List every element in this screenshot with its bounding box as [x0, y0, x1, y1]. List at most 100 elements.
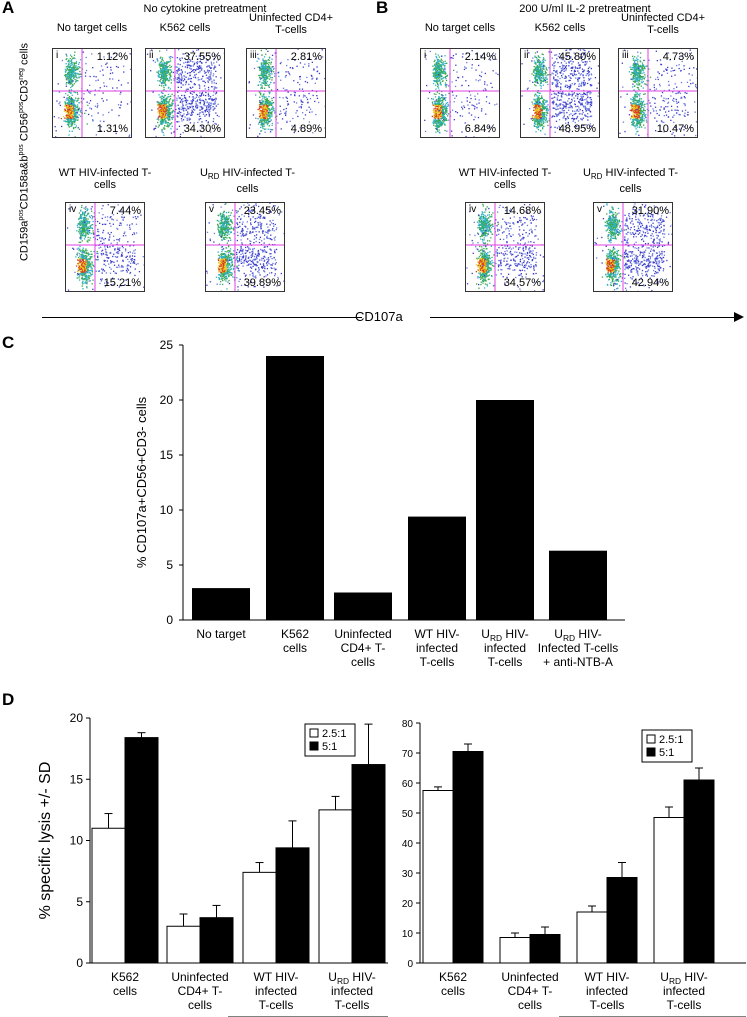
- panel-a-header: No cytokine pretreatment: [143, 3, 267, 15]
- panel-a-lower-percent: 1.31%: [96, 123, 128, 135]
- panel-a-dot-plot: iv 7.44% 15.21%: [65, 202, 145, 292]
- chart-d-right: 0 10 20 30 40 50 60 70 80 K562 cells Uninfected CD4+…: [402, 719, 746, 1017]
- panel-b-lower-percent: 34.57%: [503, 277, 541, 289]
- cd107a-axis-right: [430, 317, 736, 318]
- bar: [266, 356, 324, 620]
- category-label: URD HIV-infected T-cells: [481, 627, 528, 669]
- panel-d-letter: D: [2, 690, 15, 709]
- panel-a-lower-percent: 15.21%: [103, 277, 141, 289]
- panel-a-plot-title: No target cells: [56, 22, 128, 34]
- panel-a-lower-percent: 34.30%: [183, 123, 221, 135]
- panel-b-plot-roman: i: [424, 50, 427, 61]
- y-tick-label: 80: [402, 719, 414, 730]
- bar: [499, 937, 531, 964]
- bar: [192, 588, 250, 620]
- panel-b-upper-percent: 4.73%: [662, 51, 694, 63]
- y-tick-label: 60: [402, 779, 414, 790]
- panel-b-lower-percent: 42.94%: [631, 277, 669, 289]
- category-label: WT HIV-infected T-cells: [253, 970, 298, 1012]
- panel-b-dot-plot: v 31.90% 42.94%: [593, 202, 673, 292]
- y-axis-label: % CD107a+CD56+CD3- cells: [134, 396, 149, 568]
- panel-a-upper-percent: 2.81%: [290, 51, 322, 63]
- panel-b-dot-plot: iii 4.73% 10.47%: [618, 48, 698, 138]
- panel-a-plot-roman: ii: [149, 50, 154, 61]
- bar: [549, 550, 607, 620]
- legend: 2.5:15:1: [641, 729, 693, 763]
- y-tick-label: 25: [160, 338, 174, 352]
- panel-a-dot-plot: v 23.45% 39.89%: [205, 202, 285, 292]
- panel-b-upper-percent: 31.90%: [631, 205, 669, 217]
- panel-a-lower-percent: 4.89%: [290, 123, 322, 135]
- legend-swatch: [646, 747, 656, 757]
- legend: 2.5:15:1: [304, 723, 356, 757]
- panel-a-upper-percent: 23.45%: [243, 205, 281, 217]
- panel-a-dot-plot: ii 37.55% 34.30%: [145, 48, 225, 138]
- panel-a-plot-roman: iv: [69, 204, 77, 215]
- y-tick-label: 40: [402, 839, 414, 850]
- panel-c-letter: C: [2, 333, 15, 352]
- panel-a-y-axis-label: CD159aposCD158a&bpos CD56posCD3neg cells: [18, 42, 31, 262]
- panel-a-letter: A: [2, 0, 15, 17]
- bar: [91, 827, 126, 964]
- bar: [351, 764, 386, 964]
- bar: [606, 877, 638, 964]
- legend-swatch: [646, 734, 656, 744]
- bar: [529, 934, 561, 964]
- category-label: URD HIV-infected T-cells: [328, 970, 375, 1012]
- panel-b-upper-percent: 14.68%: [503, 205, 541, 217]
- y-axis-label: % specific lysis +/- SD: [37, 762, 54, 920]
- cd107a-axis-left: [42, 317, 362, 318]
- panel-a-plot-title: WT HIV-infected T-cells: [58, 167, 152, 191]
- panel-a-upper-percent: 7.44%: [109, 205, 141, 217]
- bar: [408, 516, 466, 620]
- y-tick-label: 20: [402, 899, 414, 910]
- y-tick-label: 0: [166, 613, 173, 627]
- bar: [318, 809, 353, 964]
- bar: [653, 817, 685, 964]
- panel-a-plot-roman: v: [209, 204, 214, 215]
- panel-a-plot-title: URD HIV-infected T-cells: [199, 167, 296, 196]
- y-tick-label: 5: [166, 558, 173, 572]
- bar: [199, 917, 234, 964]
- panel-a-dot-plot: i 1.12% 1.31%: [52, 48, 132, 138]
- legend-swatch: [309, 728, 319, 738]
- legend-swatch: [309, 741, 319, 751]
- y-tick-label: 50: [402, 809, 414, 820]
- panel-b-plot-roman: v: [597, 204, 602, 215]
- y-tick-label: 0: [76, 956, 83, 970]
- panel-a-plot-title: Uninfected CD4+ T-cells: [248, 12, 334, 36]
- panel-b-letter: B: [376, 0, 389, 17]
- y-tick-label: 0: [407, 959, 413, 970]
- y-tick-label: 20: [160, 393, 174, 407]
- panel-b-plot-title: No target cells: [424, 22, 496, 34]
- panel-b-lower-percent: 10.47%: [656, 123, 694, 135]
- panel-a-dot-plot: iii 2.81% 4.89%: [246, 48, 326, 138]
- category-label: No target: [196, 627, 246, 641]
- category-label: WT HIV-infected T-cells: [414, 627, 459, 669]
- bar: [576, 911, 608, 964]
- panel-b-header: 200 U/ml IL-2 pretreatment: [519, 3, 651, 15]
- bar: [242, 871, 277, 964]
- category-label: URD HIV-Infected T-cells + anti-NTB-A: [538, 627, 618, 669]
- panel-a-plot-title: K562 cells: [159, 22, 211, 34]
- y-tick-label: 10: [70, 834, 84, 848]
- y-tick-label: 70: [402, 749, 414, 760]
- legend-label: 5:1: [659, 747, 674, 759]
- y-tick-label: 15: [160, 448, 174, 462]
- y-tick-label: 10: [402, 929, 414, 940]
- category-label: K562 cells: [439, 970, 467, 998]
- bar: [124, 737, 159, 964]
- panel-b-plot-title: K562 cells: [534, 22, 586, 34]
- bar: [334, 592, 392, 620]
- panel-a-lower-percent: 39.89%: [243, 277, 281, 289]
- panel-b-dot-plot: i 2.14% 6.84%: [420, 48, 500, 138]
- panel-a-plot-roman: i: [56, 50, 59, 61]
- y-tick-label: 10: [160, 503, 174, 517]
- cd107a-label: CD107a: [355, 309, 403, 324]
- panel-b-lower-percent: 48.95%: [558, 123, 596, 135]
- y-tick-label: 15: [70, 772, 84, 786]
- arrow-right-icon: [734, 312, 744, 322]
- bar: [683, 779, 715, 964]
- category-label: Uninfected CD4+ T-cells: [501, 970, 558, 1012]
- chart-d-left: 0 5 10 15 20 % specific lysis +/- SD K562 cells…: [37, 711, 388, 1017]
